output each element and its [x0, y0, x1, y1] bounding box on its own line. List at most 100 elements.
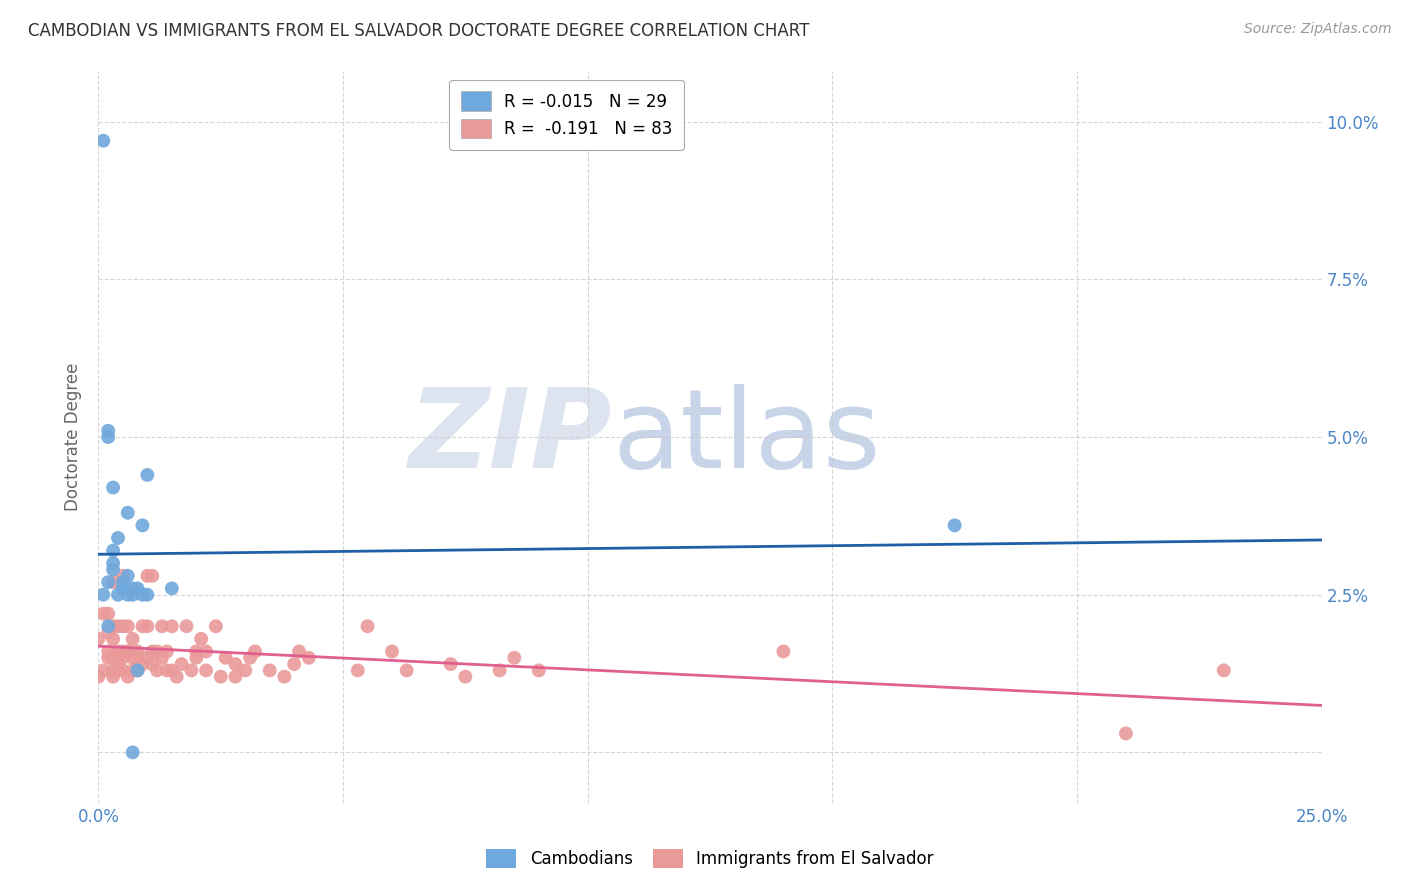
Point: [136, 650, 159, 665]
Point: [107, 664, 129, 678]
Point: [150, 650, 173, 665]
Point: [395, 664, 418, 678]
Point: [91, 588, 114, 602]
Point: [111, 569, 134, 583]
Point: [121, 582, 143, 596]
Point: [141, 657, 163, 671]
Point: [136, 569, 159, 583]
Point: [101, 543, 124, 558]
Point: [121, 664, 143, 678]
Point: [97, 607, 120, 621]
Point: [117, 644, 139, 658]
Point: [160, 619, 183, 633]
Y-axis label: Doctorate Degree: Doctorate Degree: [65, 363, 83, 511]
Point: [224, 657, 246, 671]
Point: [101, 650, 124, 665]
Point: [233, 664, 256, 678]
Point: [141, 569, 163, 583]
Point: [131, 518, 153, 533]
Point: [97, 430, 120, 444]
Point: [205, 619, 228, 633]
Point: [111, 644, 134, 658]
Point: [454, 670, 477, 684]
Point: [160, 664, 183, 678]
Point: [356, 619, 378, 633]
Point: [195, 644, 218, 658]
Point: [111, 650, 134, 665]
Point: [131, 657, 153, 671]
Point: [346, 664, 368, 678]
Point: [166, 670, 188, 684]
Point: [91, 664, 114, 678]
Point: [214, 650, 236, 665]
Text: atlas: atlas: [612, 384, 880, 491]
Point: [97, 625, 120, 640]
Point: [381, 644, 404, 658]
Point: [146, 664, 169, 678]
Point: [186, 644, 208, 658]
Point: [136, 467, 159, 482]
Point: [121, 588, 143, 602]
Point: [298, 650, 321, 665]
Point: [259, 664, 281, 678]
Point: [127, 644, 149, 658]
Point: [111, 582, 134, 596]
Text: CAMBODIAN VS IMMIGRANTS FROM EL SALVADOR DOCTORATE DEGREE CORRELATION CHART: CAMBODIAN VS IMMIGRANTS FROM EL SALVADOR…: [28, 22, 810, 40]
Point: [91, 134, 114, 148]
Point: [91, 607, 114, 621]
Point: [488, 664, 510, 678]
Point: [156, 664, 179, 678]
Point: [170, 657, 193, 671]
Point: [190, 632, 212, 646]
Point: [224, 670, 246, 684]
Point: [101, 632, 124, 646]
Point: [121, 650, 143, 665]
Point: [136, 619, 159, 633]
Point: [97, 650, 120, 665]
Point: [101, 664, 124, 678]
Point: [97, 575, 120, 590]
Point: [943, 518, 966, 533]
Point: [283, 657, 305, 671]
Point: [111, 582, 134, 596]
Point: [772, 644, 794, 658]
Text: Source: ZipAtlas.com: Source: ZipAtlas.com: [1244, 22, 1392, 37]
Point: [117, 619, 139, 633]
Point: [243, 644, 266, 658]
Point: [111, 619, 134, 633]
Point: [117, 569, 139, 583]
Point: [527, 664, 550, 678]
Point: [160, 582, 183, 596]
Point: [131, 588, 153, 602]
Point: [180, 664, 202, 678]
Point: [186, 650, 208, 665]
Point: [127, 650, 149, 665]
Point: [97, 644, 120, 658]
Point: [1115, 726, 1137, 740]
Point: [127, 664, 149, 678]
Point: [101, 575, 124, 590]
Point: [101, 619, 124, 633]
Point: [156, 644, 179, 658]
Point: [117, 588, 139, 602]
Point: [107, 619, 129, 633]
Point: [273, 670, 295, 684]
Point: [209, 670, 232, 684]
Point: [117, 670, 139, 684]
Point: [101, 562, 124, 576]
Point: [288, 644, 311, 658]
Point: [101, 670, 124, 684]
Point: [440, 657, 463, 671]
Point: [131, 619, 153, 633]
Point: [150, 619, 173, 633]
Point: [97, 424, 120, 438]
Point: [107, 644, 129, 658]
Point: [107, 588, 129, 602]
Point: [121, 632, 143, 646]
Point: [1212, 664, 1234, 678]
Point: [176, 619, 198, 633]
Point: [146, 644, 169, 658]
Point: [107, 531, 129, 545]
Point: [111, 664, 134, 678]
Point: [195, 664, 218, 678]
